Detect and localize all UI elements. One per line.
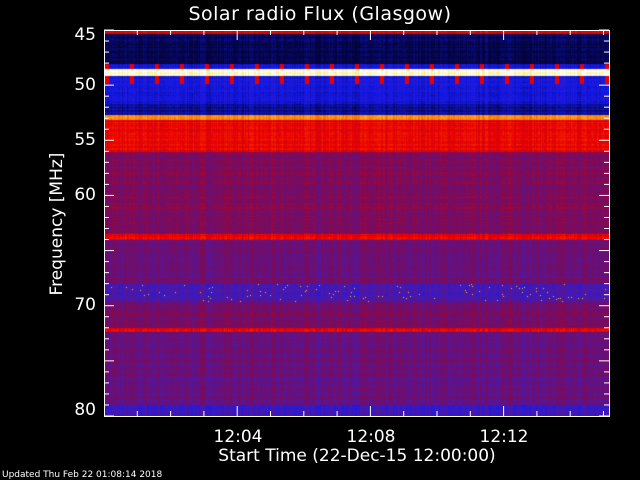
y-tick-label: 50: [74, 75, 96, 95]
x-tick-label: 12:04: [213, 427, 263, 447]
y-tick-label: 60: [74, 185, 96, 205]
x-tick-label: 12:08: [346, 427, 396, 447]
y-tick-label: 45: [74, 25, 96, 45]
y-tick-label: 80: [74, 400, 96, 420]
y-tick-label: 55: [74, 130, 96, 150]
spectrogram-heatmap: [105, 31, 609, 416]
x-axis-title: Start Time (22-Dec-15 12:00:00): [218, 446, 496, 466]
y-tick-label: 70: [74, 295, 96, 315]
y-axis-title: Frequency [MHz]: [47, 152, 67, 296]
plot-frame: [104, 30, 610, 417]
x-tick-label: 12:12: [479, 427, 529, 447]
updated-timestamp: Updated Thu Feb 22 01:08:14 2018: [2, 470, 163, 480]
chart-title: Solar radio Flux (Glasgow): [188, 3, 452, 25]
